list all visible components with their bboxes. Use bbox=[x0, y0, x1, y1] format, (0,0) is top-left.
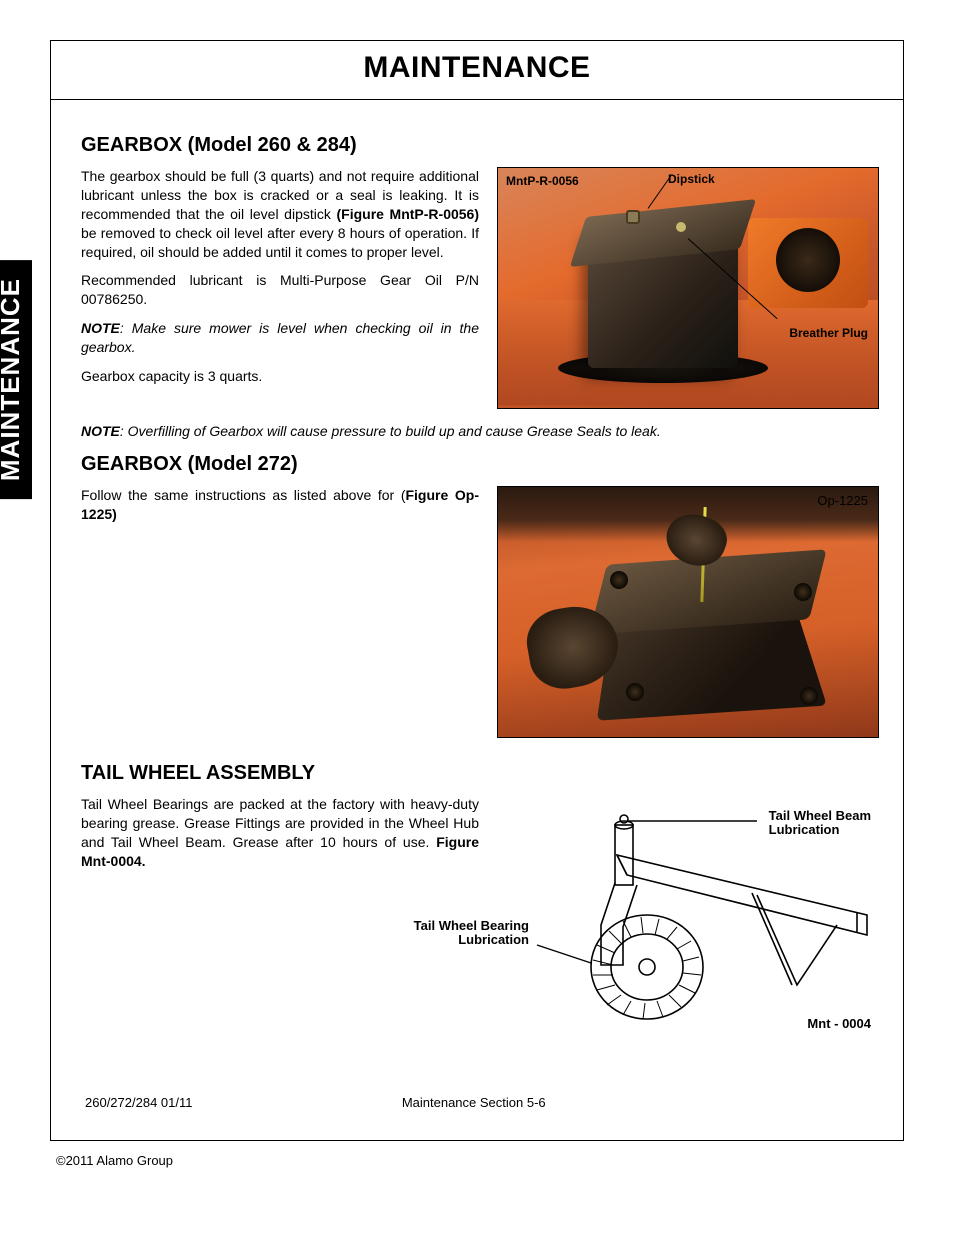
footer-row: 260/272/284 01/11 Maintenance Section 5-… bbox=[81, 1095, 879, 1110]
section1-heading: GEARBOX (Model 260 & 284) bbox=[81, 134, 879, 157]
fig2-id-label: Op-1225 bbox=[817, 493, 868, 508]
fig3-callout-beam: Tail Wheel Beam Lubrication bbox=[769, 809, 871, 838]
fig2-bolt-2 bbox=[794, 583, 812, 601]
fig2-bolt-1 bbox=[610, 571, 628, 589]
section1-row: The gearbox should be full (3 quarts) an… bbox=[81, 167, 879, 409]
fig1-breather-plug bbox=[676, 222, 686, 232]
fig1-hub bbox=[748, 218, 868, 308]
fig1-id-label: MntP-R-0056 bbox=[506, 174, 579, 188]
section3-text: Tail Wheel Bearings are packed at the fa… bbox=[81, 795, 479, 881]
section1-p1: The gearbox should be full (3 quarts) an… bbox=[81, 167, 479, 261]
s1n2l: NOTE bbox=[81, 423, 120, 439]
section1-note2: NOTE: Overfilling of Gearbox will cause … bbox=[81, 423, 879, 439]
fig1-photo: MntP-R-0056 Dipstick Breather Plug bbox=[498, 168, 878, 408]
fig2-bolt-4 bbox=[800, 687, 818, 705]
section1-p2: Recommended lubricant is Multi-Purpose G… bbox=[81, 271, 479, 309]
s1p1b: (Figure MntP-R-0056) bbox=[336, 206, 479, 222]
footer-center: Maintenance Section 5-6 bbox=[402, 1095, 546, 1110]
section2-heading: GEARBOX (Model 272) bbox=[81, 453, 879, 476]
figure-op-1225: Op-1225 bbox=[497, 486, 879, 738]
figure-mnt-0004: Tail Wheel Beam Lubrication Tail Wheel B… bbox=[497, 795, 879, 1035]
s3p1a: Tail Wheel Bearings are packed at the fa… bbox=[81, 796, 479, 850]
section1-note1: NOTE: Make sure mower is level when chec… bbox=[81, 319, 479, 357]
fig1-dipstick-bolt bbox=[626, 210, 640, 224]
fig1-callout-dipstick: Dipstick bbox=[668, 172, 715, 186]
s1p1c: be removed to check oil level after ever… bbox=[81, 225, 479, 260]
fig2-bolt-3 bbox=[626, 683, 644, 701]
page-title: MAINTENANCE bbox=[51, 51, 903, 85]
page-frame: MAINTENANCE MAINTENANCE GEARBOX (Model 2… bbox=[50, 40, 904, 1141]
fig3-id-label: Mnt - 0004 bbox=[807, 1017, 871, 1031]
fig3cb1: Tail Wheel Beam bbox=[769, 808, 871, 823]
s2p1a: Follow the same instructions as listed a… bbox=[81, 487, 405, 503]
footer-right-spacer bbox=[755, 1095, 875, 1110]
section2-text: Follow the same instructions as listed a… bbox=[81, 486, 479, 534]
fig3cbr1: Tail Wheel Bearing bbox=[414, 918, 529, 933]
s1n2t: : Overfilling of Gearbox will cause pres… bbox=[120, 423, 661, 439]
section2-row: Follow the same instructions as listed a… bbox=[81, 486, 879, 738]
s1n1l: NOTE bbox=[81, 320, 120, 336]
section1-text: The gearbox should be full (3 quarts) an… bbox=[81, 167, 479, 396]
figure-mntp-r-0056: MntP-R-0056 Dipstick Breather Plug bbox=[497, 167, 879, 409]
s1n1t: : Make sure mower is level when checking… bbox=[81, 320, 479, 355]
fig2-photo: Op-1225 bbox=[498, 487, 878, 737]
footer-left: 260/272/284 01/11 bbox=[85, 1095, 192, 1110]
section3-heading: TAIL WHEEL ASSEMBLY bbox=[81, 762, 879, 785]
fig3-callout-bearing: Tail Wheel Bearing Lubrication bbox=[389, 919, 529, 948]
fig3cbr2: Lubrication bbox=[458, 932, 529, 947]
content-area: MAINTENANCE GEARBOX (Model 260 & 284) Th… bbox=[51, 100, 903, 1140]
section1-p3: Gearbox capacity is 3 quarts. bbox=[81, 367, 479, 386]
fig1-callout-breather: Breather Plug bbox=[789, 326, 868, 340]
title-box: MAINTENANCE bbox=[51, 41, 903, 100]
copyright: ©2011 Alamo Group bbox=[50, 1153, 904, 1168]
section3-p1: Tail Wheel Bearings are packed at the fa… bbox=[81, 795, 479, 871]
section3-row: Tail Wheel Bearings are packed at the fa… bbox=[81, 795, 879, 1035]
section2-p1: Follow the same instructions as listed a… bbox=[81, 486, 479, 524]
fig3cb2: Lubrication bbox=[769, 822, 840, 837]
side-tab: MAINTENANCE bbox=[0, 260, 32, 499]
